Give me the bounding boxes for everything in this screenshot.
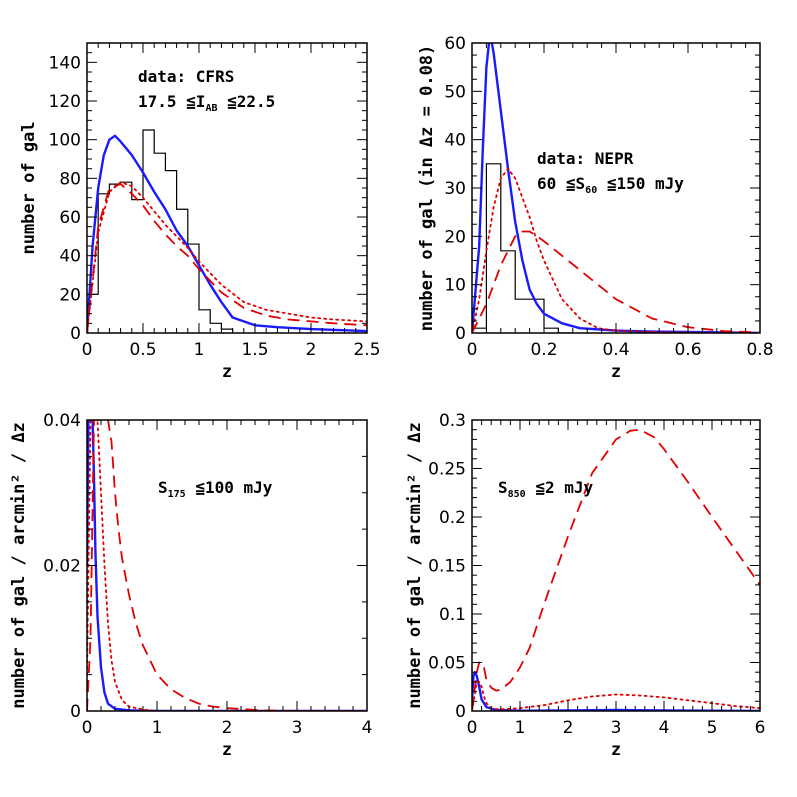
x-tick-label: 2 <box>563 718 574 738</box>
x-tick-label: 0 <box>467 340 478 360</box>
y-tick-label: 20 <box>444 227 466 247</box>
x-tick-label: 1 <box>152 718 163 738</box>
annotation-line-1: data: CFRS <box>138 67 234 86</box>
x-tick-label: 3 <box>292 718 303 738</box>
axes-frame <box>471 419 761 712</box>
x-tick-label: 1.5 <box>241 340 268 360</box>
x-tick-label: 6 <box>755 718 766 738</box>
y-tick-label: 50 <box>444 82 466 102</box>
y-tick-label: 100 <box>49 131 81 151</box>
x-tick-label: 0 <box>82 340 93 360</box>
panel-3: 0 1 2 3 4 0 0.02 0.04 z number of gal / arcmin² /… <box>9 411 372 760</box>
series-solid-line <box>472 43 760 333</box>
series-dotted-line <box>472 167 760 333</box>
x-axis-label: z <box>222 740 232 760</box>
plot-area <box>472 43 760 333</box>
x-tick-label: 0.2 <box>530 340 557 360</box>
annotation-line-2: 17.5 ≦IAB ≦22.5 <box>138 92 275 114</box>
y-tick-label: 140 <box>49 53 81 73</box>
x-tick-label: 5 <box>707 718 718 738</box>
panel-4: 0 1 2 3 4 5 6 0 0.05 0.1 0.15 0.2 0.25 0.3 z number of … <box>405 411 765 760</box>
series-dashed-line <box>472 230 760 333</box>
y-tick-label: 60 <box>444 34 466 54</box>
x-tick-label: 0.5 <box>129 340 156 360</box>
y-tick-label: 0.15 <box>428 557 466 577</box>
x-tick-label: 1 <box>194 340 205 360</box>
series-solid-line <box>87 420 367 711</box>
x-tick-label: 0.8 <box>746 340 773 360</box>
series-dotted-line <box>87 420 367 711</box>
axes-frame <box>86 419 368 712</box>
x-axis-label: z <box>611 740 621 760</box>
plot-area <box>87 129 367 333</box>
plot-area <box>87 420 367 711</box>
histogram-data <box>87 129 234 333</box>
y-tick-label: 0.3 <box>439 411 466 431</box>
y-tick-label: 0 <box>70 324 81 344</box>
x-tick-label: 0 <box>467 718 478 738</box>
series-dashed-line <box>87 183 367 333</box>
x-tick-label: 0 <box>82 718 93 738</box>
x-axis-label: z <box>222 362 232 382</box>
y-tick-label: 30 <box>444 179 466 199</box>
series-dashed-line <box>87 420 367 711</box>
annotation-line-1: S850 ≦2 mJy <box>498 478 594 500</box>
panel-2: 0 0.2 0.4 0.6 0.8 0 10 20 30 40 50 60 z number of gal… <box>417 34 774 382</box>
y-tick-label: 20 <box>59 285 81 305</box>
y-tick-label: 0.02 <box>43 557 81 577</box>
x-tick-label: 2 <box>222 718 233 738</box>
y-tick-label: 80 <box>59 169 81 189</box>
x-tick-label: 2 <box>306 340 317 360</box>
annotation-line-1: S175 ≦100 mJy <box>158 478 273 500</box>
y-tick-label: 0 <box>70 702 81 722</box>
y-axis-label: number of gal / arcmin² / Δz <box>405 422 425 709</box>
y-tick-label: 0.1 <box>439 605 466 625</box>
y-tick-label: 40 <box>444 131 466 151</box>
x-tick-label: 0.6 <box>674 340 701 360</box>
x-tick-label: 3 <box>611 718 622 738</box>
y-tick-label: 0.25 <box>428 460 466 480</box>
y-tick-label: 0 <box>455 324 466 344</box>
x-tick-label: 4 <box>659 718 670 738</box>
y-tick-label: 60 <box>59 208 81 228</box>
y-axis-label: number of gal <box>19 121 39 254</box>
x-tick-label: 2.5 <box>353 340 380 360</box>
y-tick-label: 0.2 <box>439 508 466 528</box>
panel-1: 0 0.5 1 1.5 2 2.5 0 20 40 60 80 100 120 140 z number of… <box>19 42 381 382</box>
y-tick-label: 0 <box>455 702 466 722</box>
y-tick-label: 10 <box>444 276 466 296</box>
series-dashed-line <box>472 428 760 711</box>
x-tick-label: 1 <box>515 718 526 738</box>
y-tick-label: 0.05 <box>428 654 466 674</box>
plot-area <box>472 428 760 711</box>
annotation-line-1: data: NEPR <box>537 149 634 168</box>
axes-frame <box>86 42 368 334</box>
series-solid-line <box>87 134 367 333</box>
x-tick-label: 0.4 <box>602 340 629 360</box>
x-tick-label: 4 <box>362 718 373 738</box>
y-tick-label: 40 <box>59 247 81 267</box>
y-axis-label: number of gal (in Δz = 0.08) <box>417 45 437 332</box>
y-tick-label: 0.04 <box>43 411 81 431</box>
y-tick-label: 120 <box>49 92 81 112</box>
x-axis-label: z <box>611 362 621 382</box>
histogram-data <box>472 163 573 333</box>
y-axis-label: number of gal / arcmin² / Δz <box>9 422 29 709</box>
annotation-line-2: 60 ≦S60 ≦150 mJy <box>537 174 684 196</box>
